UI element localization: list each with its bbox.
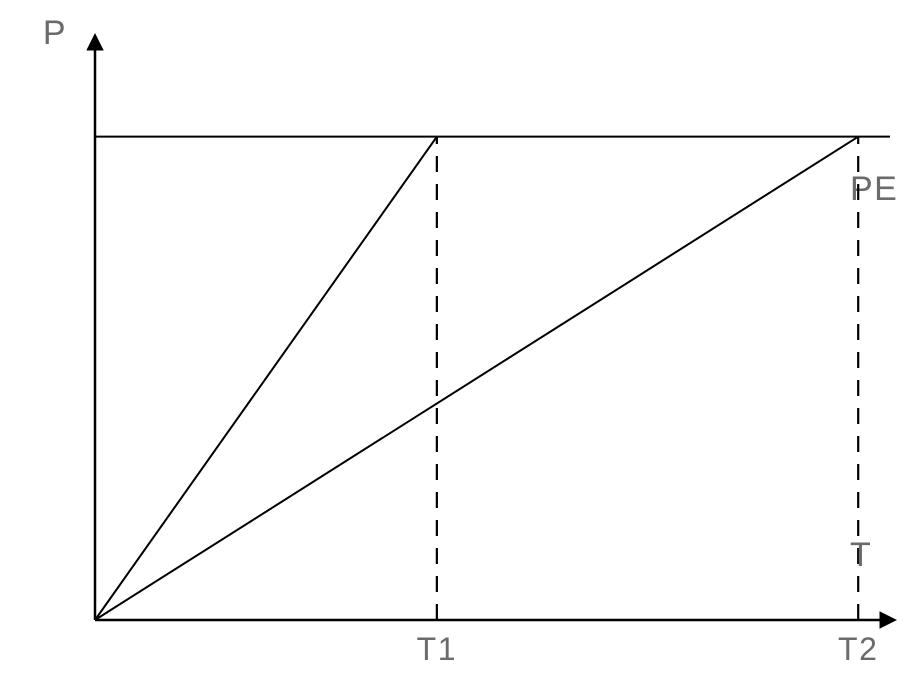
pt-chart: PET1T2PT <box>0 0 916 690</box>
tick-label-t1: T1 <box>417 631 457 667</box>
tick-label-t2: T2 <box>838 631 878 667</box>
y-axis-label: P <box>43 14 67 52</box>
series-slow <box>95 137 858 620</box>
series-fast <box>95 137 437 620</box>
x-axis-label: T <box>850 536 872 574</box>
